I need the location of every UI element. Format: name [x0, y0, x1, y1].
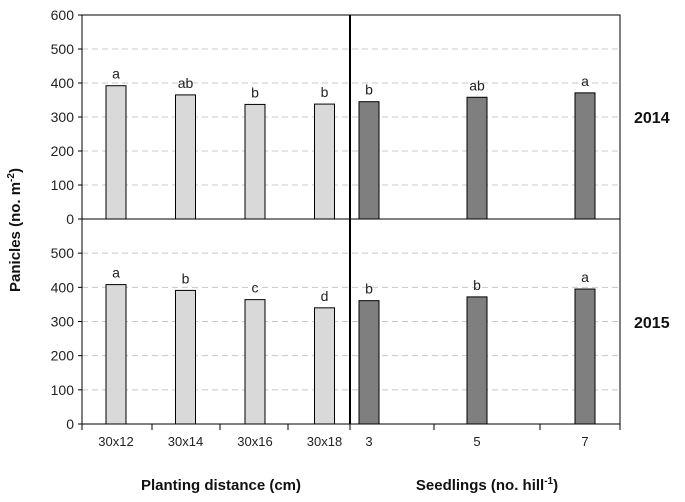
y-tick-label: 400 — [51, 279, 75, 295]
y-tick-label: 500 — [51, 245, 75, 261]
y-tick-label: 0 — [66, 416, 74, 432]
significance-letter: b — [321, 84, 329, 100]
x-category-label: 30x12 — [98, 434, 133, 449]
x-axis-title-planting: Planting distance (cm) — [141, 477, 301, 494]
significance-letter: d — [321, 288, 329, 304]
bar-2015-5 — [466, 296, 488, 425]
plot-frame — [78, 14, 621, 430]
significance-letter: c — [252, 280, 259, 296]
y-tick-label: 600 — [51, 7, 75, 23]
x-category-label: 7 — [581, 434, 588, 449]
year-label-2014: 2014 — [634, 110, 670, 127]
bar-2015-3 — [358, 300, 380, 425]
y-tick-label: 100 — [51, 177, 75, 193]
y-tick-label: 100 — [51, 382, 75, 398]
significance-letter: b — [473, 277, 481, 293]
bar-2015-30x14 — [175, 289, 196, 425]
significance-letter: b — [251, 84, 259, 100]
significance-letter: a — [581, 269, 589, 285]
x-category-label: 30x16 — [237, 434, 272, 449]
significance-letter: ab — [178, 75, 194, 91]
significance-letter: a — [112, 66, 120, 82]
bar-2015-30x12 — [105, 284, 127, 425]
significance-letter: b — [365, 281, 373, 297]
y-axis-title: Panicles (no. m-2) — [6, 168, 24, 292]
significance-letter: a — [581, 73, 589, 89]
bar-2014-30x18 — [314, 103, 335, 220]
x-category-label: 5 — [473, 434, 480, 449]
y-tick-label: 200 — [51, 348, 75, 364]
x-category-label: 30x14 — [168, 434, 203, 449]
significance-letter: ab — [469, 77, 485, 93]
significance-letter: b — [182, 270, 190, 286]
bar-2015-30x16 — [244, 299, 266, 425]
x-category-label: 3 — [365, 434, 372, 449]
x-category-label: 30x18 — [307, 434, 342, 449]
y-tick-label: 400 — [51, 75, 75, 91]
bar-2014-30x12 — [105, 85, 127, 220]
bar-2015-30x18 — [314, 307, 335, 425]
y-tick-label: 300 — [51, 109, 75, 125]
bar-2014-7 — [574, 92, 596, 220]
significance-letter: b — [365, 82, 373, 98]
y-tick-label: 200 — [51, 143, 75, 159]
bar-2014-30x14 — [175, 94, 196, 220]
bar-2014-30x16 — [244, 103, 266, 220]
y-tick-label: 0 — [66, 211, 74, 227]
bar-2014-5 — [466, 96, 488, 220]
x-axis-title-seedlings: Seedlings (no. hill-1) — [416, 476, 558, 494]
year-label-2015: 2015 — [634, 315, 670, 332]
bar-2015-7 — [574, 288, 596, 425]
bar-2014-3 — [358, 101, 380, 220]
y-tick-label: 300 — [51, 314, 75, 330]
bars — [105, 85, 596, 425]
y-tick-label: 500 — [51, 41, 75, 57]
significance-letter: a — [112, 265, 120, 281]
